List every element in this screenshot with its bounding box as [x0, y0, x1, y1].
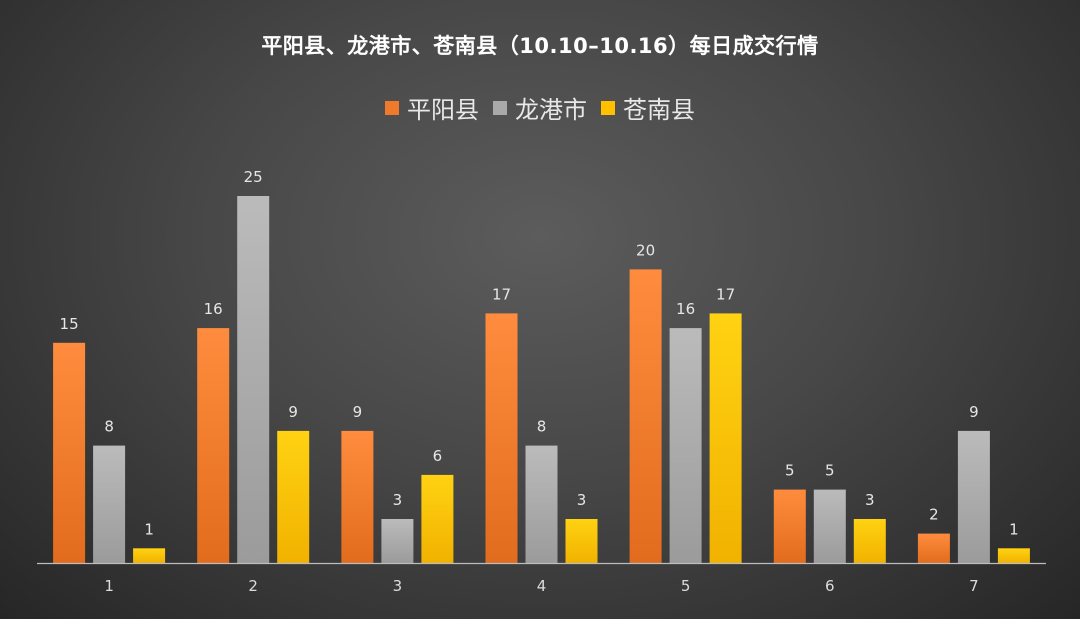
data-label-longgang-5: 16 [676, 300, 695, 318]
bar-cangnan-2 [277, 430, 310, 563]
data-label-cangnan-1: 1 [144, 520, 154, 538]
bar-pingyang-6 [773, 489, 806, 563]
legend-label-longgang: 龙港市 [515, 96, 587, 124]
x-tick-label-4: 4 [537, 577, 547, 595]
bar-pingyang-2 [197, 328, 230, 563]
data-label-longgang-7: 9 [969, 403, 979, 421]
data-label-pingyang-1: 15 [60, 315, 79, 333]
bar-pingyang-7 [917, 533, 950, 563]
legend-swatch-cangnan [601, 100, 615, 115]
bar-pingyang-5 [629, 269, 662, 563]
bar-longgang-1 [93, 445, 126, 563]
data-label-longgang-6: 5 [825, 462, 835, 480]
bar-longgang-6 [813, 489, 846, 563]
data-label-longgang-2: 25 [244, 168, 263, 186]
data-label-longgang-4: 8 [537, 418, 547, 436]
legend-item-pingyang: 平阳县 [385, 90, 479, 125]
bar-cangnan-6 [853, 519, 886, 563]
bar-longgang-7 [957, 430, 990, 563]
bar-cangnan-5 [709, 313, 742, 563]
data-label-pingyang-2: 16 [204, 300, 223, 318]
x-tick-labels: 1 2 3 4 5 6 7 [104, 577, 978, 595]
bar-cangnan-4 [565, 519, 598, 563]
legend-swatch-pingyang [385, 100, 399, 115]
x-tick-label-3: 3 [393, 577, 403, 595]
bar-longgang-2 [237, 196, 270, 563]
data-label-cangnan-7: 1 [1009, 520, 1019, 538]
x-tick-label-2: 2 [248, 577, 258, 595]
data-label-longgang-1: 8 [104, 418, 114, 436]
data-label-cangnan-3: 6 [433, 447, 443, 465]
data-label-cangnan-5: 17 [716, 285, 735, 303]
x-tick-label-1: 1 [104, 577, 114, 595]
bar-cangnan-7 [997, 548, 1030, 563]
chart-legend: 平阳县 龙港市 苍南县 [0, 90, 1080, 125]
bar-pingyang-4 [485, 313, 518, 563]
x-tick-label-6: 6 [825, 577, 835, 595]
bar-cangnan-3 [421, 474, 454, 563]
data-label-cangnan-2: 9 [288, 403, 298, 421]
legend-item-cangnan: 苍南县 [601, 90, 695, 125]
data-label-pingyang-3: 9 [353, 403, 363, 421]
x-tick-label-7: 7 [969, 577, 979, 595]
data-label-pingyang-4: 17 [492, 285, 511, 303]
bar-longgang-3 [381, 519, 414, 563]
bar-cangnan-1 [133, 548, 166, 563]
data-label-pingyang-6: 5 [785, 462, 795, 480]
chart-title: 平阳县、龙港市、苍南县（10.10–10.16）每日成交行情 [261, 34, 819, 58]
data-label-pingyang-5: 20 [636, 241, 655, 259]
data-labels: 15 8 1 16 25 9 9 3 6 17 8 3 20 16 17 5 5 3 2 9 1 [60, 168, 1019, 538]
bar-pingyang-1 [53, 342, 86, 563]
data-label-cangnan-6: 3 [865, 491, 875, 509]
bars-group [53, 196, 1030, 563]
bar-longgang-5 [669, 328, 702, 563]
data-label-cangnan-4: 3 [577, 491, 587, 509]
legend-swatch-longgang [493, 100, 507, 115]
legend-label-pingyang: 平阳县 [407, 96, 479, 124]
data-label-longgang-3: 3 [393, 491, 403, 509]
legend-item-longgang: 龙港市 [493, 90, 587, 125]
legend-label-cangnan: 苍南县 [623, 96, 695, 124]
x-tick-label-5: 5 [681, 577, 691, 595]
bar-pingyang-3 [341, 430, 374, 563]
bar-longgang-4 [525, 445, 558, 563]
data-label-pingyang-7: 2 [929, 506, 939, 524]
